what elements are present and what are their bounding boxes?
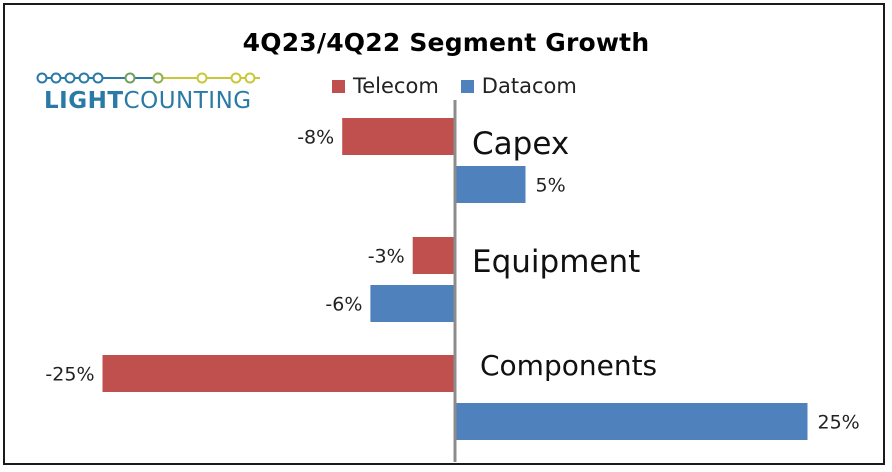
legend-swatch-datacom [460,79,474,93]
legend-item-telecom: Telecom [332,74,439,98]
bar-datacom-capex [455,166,526,203]
logo-text-light: LIGHT [44,88,124,114]
category-label-capex: Capex [472,126,569,162]
bar-datacom-components [455,403,808,440]
data-label-datacom-equipment: -6% [325,294,362,316]
legend-item-datacom: Datacom [460,74,577,98]
chart-title: 4Q23/4Q22 Segment Growth [242,28,650,57]
data-label-datacom-capex: 5% [536,175,566,197]
legend-swatch-telecom [332,79,345,93]
data-label-telecom-capex: -8% [297,127,334,149]
data-label-datacom-components: 25% [818,412,860,434]
logo-text-counting: COUNTING [123,88,252,114]
bar-telecom-capex [342,118,455,155]
bar-telecom-equipment [412,237,455,274]
legend-label-telecom: Telecom [353,74,439,98]
data-label-telecom-components: -25% [45,364,94,386]
legend-label-datacom: Datacom [481,74,577,98]
bar-telecom-components [102,355,455,392]
data-label-telecom-equipment: -3% [368,246,405,268]
lightcounting-logo-icon [36,72,260,84]
category-label-equipment: Equipment [472,244,640,280]
bar-datacom-equipment [370,285,455,322]
chart-legend: Telecom Datacom [332,74,599,98]
logo-text: LIGHTCOUNTING [44,88,252,114]
category-label-components: Components [480,349,657,382]
